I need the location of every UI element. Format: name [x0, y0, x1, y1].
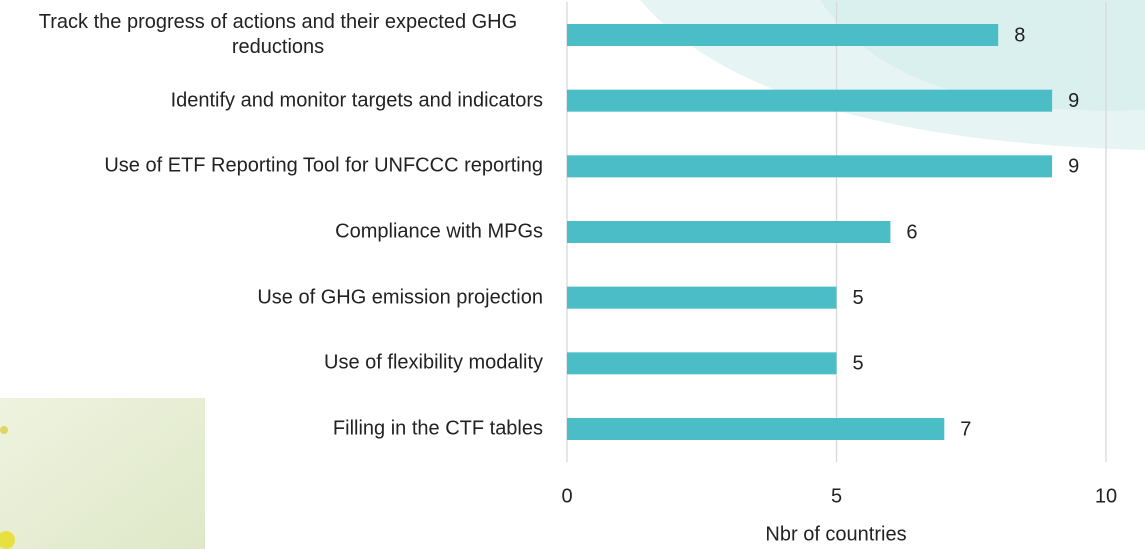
bar [567, 221, 890, 243]
y-tick-label: Use of GHG emission projection [257, 285, 543, 310]
decor-flower [0, 426, 8, 434]
x-tick-label: 5 [831, 485, 842, 507]
data-label: 6 [906, 221, 917, 243]
bar [567, 352, 837, 374]
y-tick-label: Use of flexibility modality [324, 351, 543, 376]
y-tick-label: Filling in the CTF tables [333, 417, 543, 442]
y-tick-label: Identify and monitor targets and indicat… [171, 88, 543, 113]
data-label: 5 [853, 353, 864, 375]
data-label: 5 [853, 287, 864, 309]
decor-photo [0, 398, 205, 549]
x-axis-label: Nbr of countries [765, 523, 906, 545]
data-label: 9 [1068, 156, 1079, 178]
y-tick-label: Track the progress of actions and their … [13, 10, 543, 60]
page: {"chart_data": {"type": "bar", "orientat… [0, 0, 1145, 549]
data-label: 7 [960, 418, 971, 440]
data-label: 8 [1014, 24, 1025, 46]
chart: Nbr of countries 0 5 10 8 9 9 6 5 5 7 [0, 0, 1145, 549]
x-tick-label: 10 [1095, 485, 1117, 507]
bar [567, 24, 998, 46]
bar [567, 418, 944, 440]
x-tick-label: 0 [561, 485, 572, 507]
bar [567, 90, 1052, 112]
bar [567, 287, 837, 309]
y-tick-label: Use of ETF Reporting Tool for UNFCCC rep… [104, 154, 543, 179]
data-label: 9 [1068, 90, 1079, 112]
y-tick-label: Compliance with MPGs [335, 220, 543, 245]
bar [567, 155, 1052, 177]
